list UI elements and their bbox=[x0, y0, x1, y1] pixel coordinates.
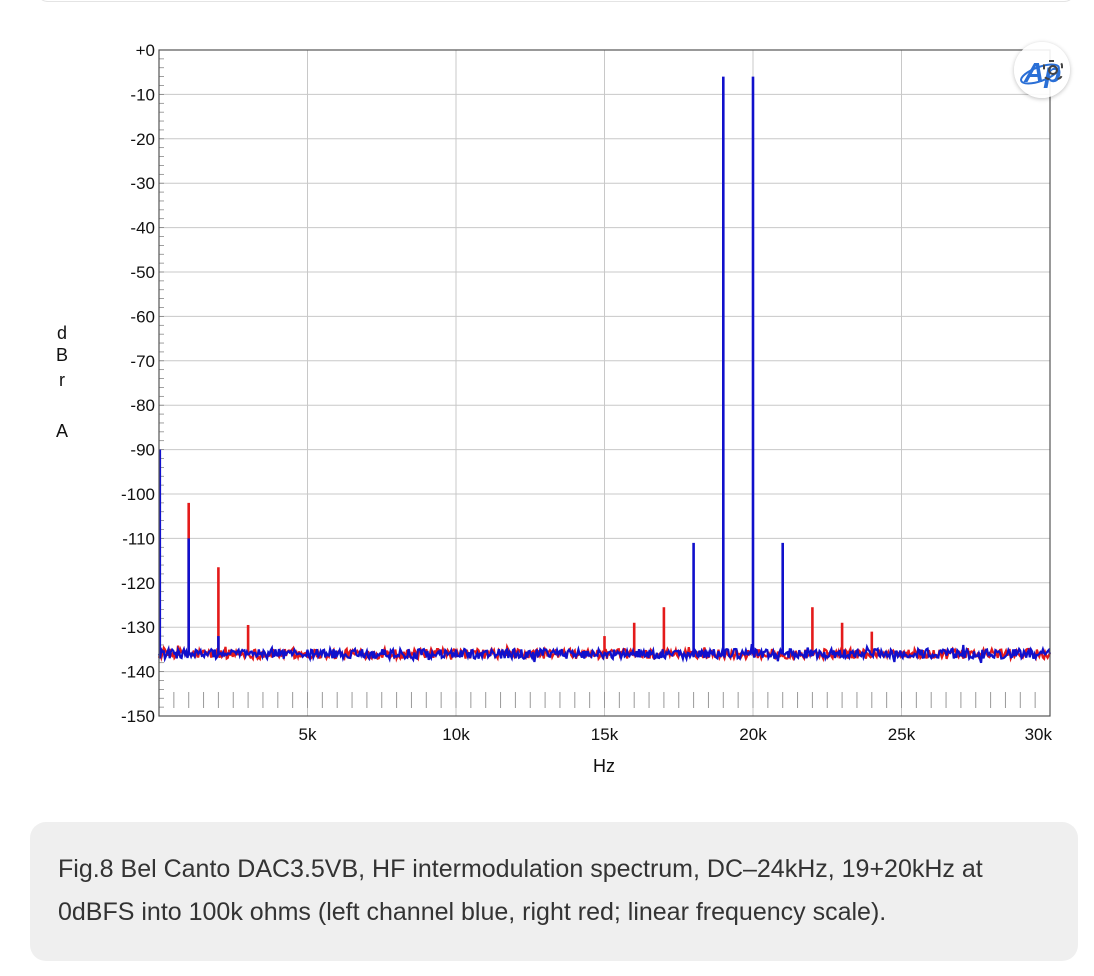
x-tick-label: 15k bbox=[591, 725, 619, 744]
x-tick-labels: 5k 10k 15k 20k 25k 30k bbox=[299, 725, 1053, 744]
y-tick-label: -110 bbox=[122, 529, 155, 548]
x-axis-label: Hz bbox=[593, 756, 615, 776]
grid-layer bbox=[159, 49, 1051, 717]
y-tick-label: -40 bbox=[130, 219, 155, 238]
y-tick-label: -50 bbox=[130, 263, 155, 282]
y-tick-labels: +0 -10 -20 -30 -40 -50 -60 -70 -80 -90 -100 -110 -12… bbox=[121, 41, 155, 726]
x-tick-label: 30k bbox=[1025, 725, 1053, 744]
y-tick-label: -130 bbox=[121, 618, 155, 637]
x-tick-label: 20k bbox=[739, 725, 767, 744]
x-tick-label: 10k bbox=[442, 725, 470, 744]
left-channel-noise-trace bbox=[157, 643, 1052, 664]
minor-ticks bbox=[159, 49, 1036, 717]
ap-logo-badge[interactable]: Ap bbox=[1014, 42, 1070, 98]
y-axis-label-d: d bbox=[57, 323, 67, 343]
ap-logo-text: Ap bbox=[1023, 57, 1061, 88]
y-axis-label-r: r bbox=[59, 370, 65, 390]
y-tick-label: -150 bbox=[121, 707, 155, 726]
y-tick-label: -80 bbox=[130, 396, 155, 415]
y-axis-label-b: B bbox=[56, 345, 68, 365]
y-tick-label: -60 bbox=[130, 307, 155, 326]
x-tick-label: 25k bbox=[888, 725, 916, 744]
y-tick-label: +0 bbox=[136, 41, 155, 60]
y-axis-label: d B r A bbox=[56, 323, 68, 441]
spectrum-chart: +0 -10 -20 -30 -40 -50 -60 -70 -80 -90 -100 -110 -12… bbox=[56, 41, 1053, 776]
y-tick-label: -30 bbox=[130, 174, 155, 193]
y-tick-label: -140 bbox=[121, 663, 155, 682]
y-tick-label: -70 bbox=[130, 352, 155, 371]
plot-frame bbox=[158, 49, 1051, 717]
y-tick-label: -100 bbox=[121, 485, 155, 504]
lens-scan-icon bbox=[1043, 60, 1063, 80]
figure-caption: Fig.8 Bel Canto DAC3.5VB, HF intermodula… bbox=[30, 822, 1078, 961]
series-layer bbox=[157, 76, 1052, 664]
y-axis-label-a: A bbox=[56, 421, 68, 441]
lens-scan-dot bbox=[1048, 65, 1058, 75]
ap-logo-icon: Ap bbox=[1020, 57, 1063, 88]
y-tick-label: -90 bbox=[130, 441, 155, 460]
y-tick-label: -120 bbox=[121, 574, 155, 593]
y-tick-label: -10 bbox=[130, 85, 155, 104]
x-tick-label: 5k bbox=[299, 725, 317, 744]
y-tick-label: -20 bbox=[130, 130, 155, 149]
